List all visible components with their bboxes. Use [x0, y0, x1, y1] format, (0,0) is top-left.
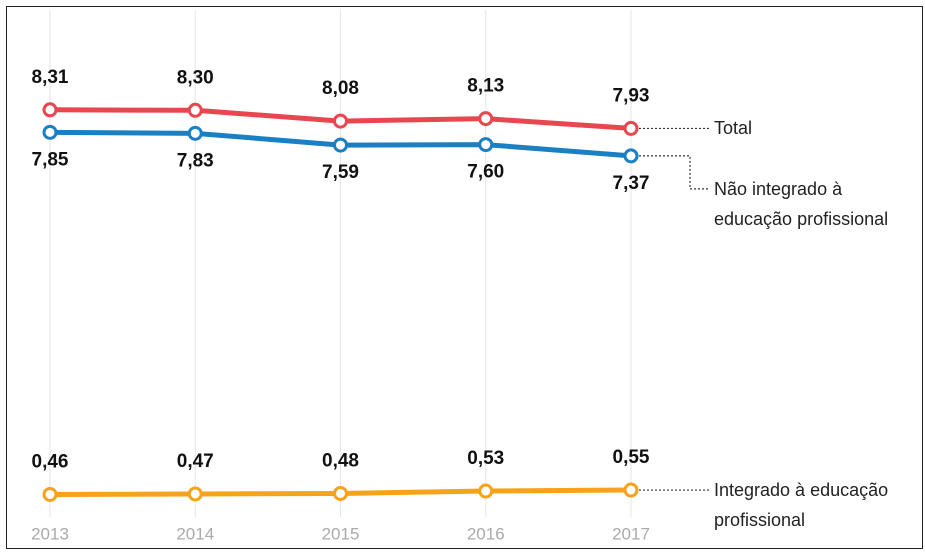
data-point [42, 124, 58, 140]
data-point [478, 483, 494, 499]
data-label: 0,47 [177, 451, 214, 472]
data-point [187, 102, 203, 118]
legend-leader [639, 155, 710, 190]
data-point [478, 137, 494, 153]
data-point [623, 120, 639, 136]
data-point [187, 125, 203, 141]
x-tick-label: 2016 [467, 524, 505, 543]
data-label: 7,60 [467, 162, 504, 183]
data-label: 7,93 [613, 85, 650, 106]
data-label: 7,83 [177, 150, 214, 171]
data-point [623, 148, 639, 164]
data-label: 0,55 [613, 447, 650, 468]
data-point [478, 111, 494, 127]
data-label: 0,53 [467, 448, 504, 469]
x-tick-label: 2015 [322, 524, 360, 543]
x-tick-label: 2017 [612, 524, 650, 543]
x-tick-label: 2013 [31, 524, 69, 543]
data-point [187, 486, 203, 502]
data-label: 7,59 [322, 162, 359, 183]
frame [6, 6, 923, 549]
data-point [333, 485, 348, 501]
legend-label: Total [714, 118, 753, 139]
data-point [333, 137, 348, 153]
data-point [623, 482, 639, 498]
data-label: 8,13 [467, 76, 504, 97]
data-label: 7,85 [32, 149, 69, 170]
data-label: 8,30 [177, 67, 214, 88]
data-label: 8,08 [322, 78, 359, 99]
data-point [42, 102, 58, 118]
data-point [333, 113, 348, 129]
data-point [42, 486, 58, 502]
data-label: 8,31 [32, 67, 69, 88]
data-label: 7,37 [613, 173, 650, 194]
legend-label: Integrado à educação profissional [714, 480, 889, 531]
data-label: 0,48 [322, 450, 359, 471]
x-tick-label: 2014 [176, 524, 214, 543]
data-label: 0,46 [32, 451, 69, 472]
legend-label: Não integrado à educação profissional [714, 178, 889, 229]
